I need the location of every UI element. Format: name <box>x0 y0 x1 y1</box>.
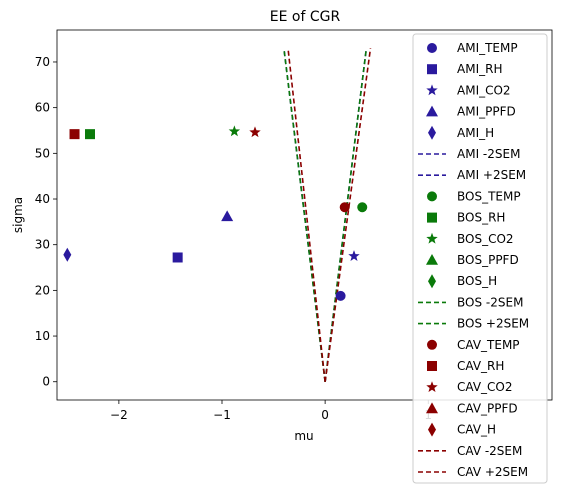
legend-label-ami-temp: AMI_TEMP <box>457 41 518 55</box>
legend-box <box>412 33 548 484</box>
legend-marker-ami-co2 <box>426 84 438 96</box>
legend-marker-bos-temp <box>427 191 437 202</box>
legend-marker-bos-co2 <box>426 232 438 244</box>
point-ami-rh <box>172 252 183 263</box>
plot-frame <box>56 29 553 401</box>
legend-label-cav-2sem: CAV +2SEM <box>457 465 528 479</box>
point-ami-h <box>63 247 72 262</box>
x-tick-label: −2 <box>110 408 128 422</box>
chart-title: EE of CGR <box>270 9 341 25</box>
legend-marker-cav-h <box>428 422 436 437</box>
legend-marker-cav-temp <box>427 339 437 350</box>
point-bos-co2 <box>228 125 241 137</box>
point-ami-temp <box>335 290 346 301</box>
legend-marker-ami-h <box>428 125 436 140</box>
legend-marker-cav-rh <box>427 361 437 371</box>
legend-marker-bos-ppfd <box>426 254 438 265</box>
legend-label-cav-ppfd: CAV_PPFD <box>457 401 518 415</box>
y-tick-label: 30 <box>35 238 50 252</box>
legend-label-ami-rh: AMI_RH <box>457 62 502 76</box>
legend-label-bos-temp: BOS_TEMP <box>457 189 521 203</box>
data-points <box>63 125 368 301</box>
point-ami-ppfd <box>221 210 234 222</box>
legend-marker-bos-h <box>428 274 436 289</box>
point-bos-temp <box>357 202 368 213</box>
x-axis-label: mu <box>294 429 313 443</box>
legend-label-ami-2sem: AMI -2SEM <box>457 147 520 161</box>
point-ami-co2 <box>348 250 360 261</box>
x-axis-ticks: −2−101 <box>110 400 432 422</box>
legend-label-cav-temp: CAV_TEMP <box>457 338 520 352</box>
legend-label-ami-2sem: AMI +2SEM <box>457 168 526 182</box>
legend-marker-bos-rh <box>427 212 437 223</box>
y-tick-label: 40 <box>35 192 50 206</box>
y-tick-label: 10 <box>35 329 50 343</box>
x-tick-label: −1 <box>213 408 231 422</box>
point-cav-temp <box>339 202 350 213</box>
legend-label-bos-co2: BOS_CO2 <box>457 232 514 246</box>
legend-label-bos-2sem: BOS -2SEM <box>457 295 523 309</box>
legend-label-ami-ppfd: AMI_PPFD <box>457 105 516 119</box>
y-tick-label: 0 <box>42 375 50 389</box>
point-cav-co2 <box>249 126 261 138</box>
legend-marker-cav-co2 <box>426 381 438 393</box>
y-tick-label: 20 <box>35 283 50 297</box>
legend-label-bos-rh: BOS_RH <box>457 211 505 225</box>
legend-marker-ami-temp <box>427 43 437 53</box>
y-tick-label: 50 <box>35 146 50 160</box>
legend-label-cav-2sem: CAV -2SEM <box>457 444 522 458</box>
legend-label-cav-h: CAV_H <box>457 423 496 437</box>
point-bos-rh <box>85 129 95 140</box>
y-axis-ticks: 0 10 20 30 40 50 60 70 <box>35 55 57 389</box>
legend-label-bos-2sem: BOS +2SEM <box>457 317 529 331</box>
legend-marker-cav-ppfd <box>426 402 438 414</box>
y-tick-label: 70 <box>35 55 50 69</box>
point-cav-rh <box>69 129 80 140</box>
legend-marker-ami-rh <box>427 64 437 75</box>
legend-label-cav-co2: CAV_CO2 <box>457 380 513 394</box>
legend-label-bos-h: BOS_H <box>457 274 497 288</box>
line-bos-2sem <box>283 48 326 382</box>
line-bos-2sem <box>324 48 368 382</box>
y-axis-label: sigma <box>11 197 25 233</box>
x-tick-label: 0 <box>321 408 329 422</box>
legend-marker-ami-ppfd <box>426 105 438 117</box>
legend: AMI_TEMP AMI_RH AMI_CO2 AMI_PPFD AMI_H AMI -2… <box>412 33 548 484</box>
y-tick-label: 60 <box>35 101 50 115</box>
legend-label-ami-co2: AMI_CO2 <box>457 83 511 97</box>
sem-lines <box>283 48 372 382</box>
line-cav-2sem <box>324 48 372 382</box>
legend-label-ami-h: AMI_H <box>457 126 494 140</box>
legend-label-cav-rh: CAV_RH <box>457 359 504 373</box>
legend-label-bos-ppfd: BOS_PPFD <box>457 253 519 267</box>
